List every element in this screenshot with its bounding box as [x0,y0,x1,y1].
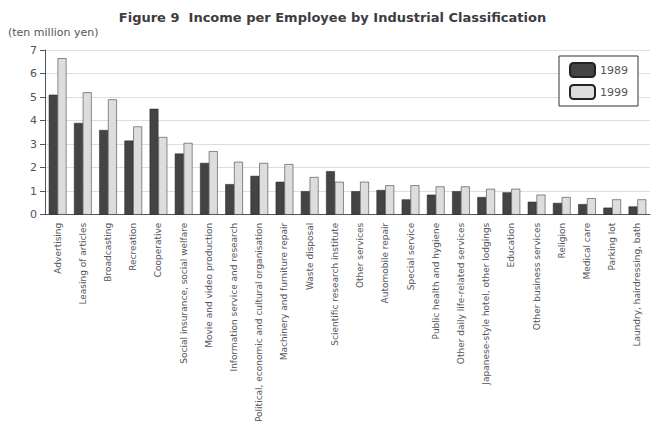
svg-text:Cooperative: Cooperative [153,222,163,277]
svg-text:4: 4 [30,114,37,127]
svg-text:Leasing of articles: Leasing of articles [78,222,88,304]
svg-text:2: 2 [30,161,37,174]
svg-text:Movie and video production: Movie and video production [204,223,214,348]
svg-text:1989: 1989 [600,64,628,77]
svg-text:Religion: Religion [557,223,567,259]
svg-text:Waste disposal: Waste disposal [305,223,315,290]
svg-text:Medical care: Medical care [582,222,592,279]
svg-text:Parking lot: Parking lot [607,222,617,270]
svg-text:Machinery and furniture repair: Machinery and furniture repair [279,222,289,360]
svg-text:Information service and resear: Information service and research [229,223,239,372]
svg-text:1: 1 [30,185,37,198]
svg-text:Laundry, hairdressing, bath: Laundry, hairdressing, bath [632,223,642,347]
svg-text:5: 5 [30,91,37,104]
svg-text:Other daily life-related servi: Other daily life-related services [456,222,466,364]
svg-text:Social insurance, social welfa: Social insurance, social welfare [179,222,189,363]
svg-text:Scientific research institute: Scientific research institute [330,222,340,345]
svg-text:Education: Education [506,223,516,268]
svg-text:0: 0 [30,208,37,221]
svg-text:7: 7 [30,44,37,57]
svg-text:Special service: Special service [406,222,416,290]
svg-text:Other services: Other services [355,222,365,288]
svg-text:Automobile repair: Automobile repair [380,222,390,303]
svg-text:3: 3 [30,138,37,151]
svg-text:Recreation: Recreation [128,223,138,271]
svg-text:Japanese-style hotel, other lo: Japanese-style hotel, other lodgings [481,222,491,385]
svg-text:Other business services: Other business services [532,222,542,330]
svg-text:6: 6 [30,67,37,80]
svg-text:Public health and hygiene: Public health and hygiene [431,222,441,339]
svg-text:Political, economic and cultur: Political, economic and cultural organis… [254,223,264,422]
svg-text:Advertising: Advertising [53,223,63,274]
svg-text:(ten million yen): (ten million yen) [8,26,99,39]
svg-text:Broadcasting: Broadcasting [103,223,113,282]
svg-text:1999: 1999 [600,86,628,99]
svg-text:Figure 9 Income per Employee: Figure 9 Income per Employee by Industri… [119,10,546,25]
